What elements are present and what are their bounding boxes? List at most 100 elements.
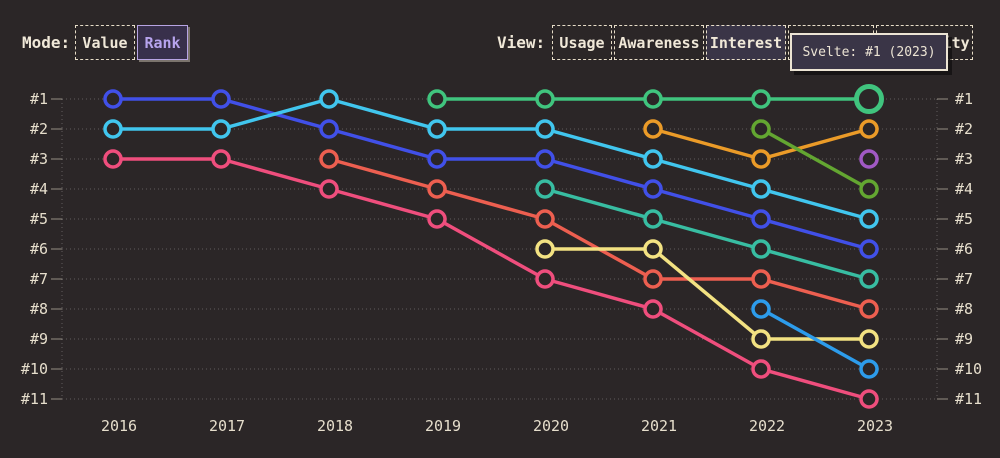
data-point-pink-2022[interactable]: [751, 359, 771, 379]
data-point-pink-2016[interactable]: [103, 149, 123, 169]
data-point-svelte-green-2020[interactable]: [535, 89, 555, 109]
data-point-orange-2022[interactable]: [751, 149, 771, 169]
data-point-svelte-green-2019[interactable]: [427, 89, 447, 109]
data-point-blue-2018[interactable]: [319, 119, 339, 139]
rank-label-left: #11: [21, 390, 48, 408]
rank-label-left: #1: [30, 90, 48, 108]
rank-label-right: #1: [955, 90, 973, 108]
rank-label-right: #4: [955, 180, 973, 198]
data-point-azure-2023[interactable]: [859, 359, 879, 379]
series-line-blue: [111, 97, 871, 251]
rank-label-left: #5: [30, 210, 48, 228]
data-point-salmon-2021[interactable]: [643, 269, 663, 289]
mode-option-value[interactable]: Value: [75, 25, 135, 60]
chart-tooltip-text: Svelte: #1 (2023): [802, 44, 936, 60]
data-point-cyan-2023[interactable]: [859, 209, 879, 229]
data-point-cyan-2017[interactable]: [211, 119, 231, 139]
data-point-salmon-2019[interactable]: [427, 179, 447, 199]
rank-label-left: #2: [30, 120, 48, 138]
mode-label: Mode:: [22, 33, 71, 52]
rank-label-right: #8: [955, 300, 973, 318]
data-point-cyan-2020[interactable]: [535, 119, 555, 139]
data-point-cyan-2018[interactable]: [319, 89, 339, 109]
data-point-yellow-2020[interactable]: [535, 239, 555, 259]
data-point-svelte-green-2023[interactable]: [854, 84, 884, 114]
mode-option-rank[interactable]: Rank: [137, 25, 188, 60]
data-point-svelte-green-2022[interactable]: [751, 89, 771, 109]
rank-label-left: #8: [30, 300, 48, 318]
data-point-orange-2023[interactable]: [859, 119, 879, 139]
year-label: 2017: [209, 417, 245, 435]
view-option-awareness[interactable]: Awareness: [614, 25, 704, 60]
data-point-cyan-2021[interactable]: [643, 149, 663, 169]
year-label: 2021: [641, 417, 677, 435]
rank-label-right: #10: [955, 360, 982, 378]
view-toggle-group: Usage Awareness Interest Positivity: [552, 25, 973, 60]
data-point-blue-2021[interactable]: [643, 179, 663, 199]
chart-tooltip: Svelte: #1 (2023): [790, 33, 948, 71]
data-point-blue-2017[interactable]: [211, 89, 231, 109]
data-point-yellow-2021[interactable]: [643, 239, 663, 259]
data-point-pink-2019[interactable]: [427, 209, 447, 229]
data-point-blue-2019[interactable]: [427, 149, 447, 169]
data-point-olive-green-2023[interactable]: [859, 179, 879, 199]
data-point-blue-2023[interactable]: [859, 239, 879, 259]
data-point-teal-2023[interactable]: [859, 269, 879, 289]
data-point-pink-2017[interactable]: [211, 149, 231, 169]
rank-label-right: #11: [955, 390, 982, 408]
data-point-cyan-2022[interactable]: [751, 179, 771, 199]
series-line-cyan: [111, 97, 871, 221]
data-point-blue-2022[interactable]: [751, 209, 771, 229]
data-point-teal-2020[interactable]: [535, 179, 555, 199]
view-option-usage[interactable]: Usage: [552, 25, 612, 60]
rank-label-left: #3: [30, 150, 48, 168]
year-label: 2019: [425, 417, 461, 435]
data-point-teal-2021[interactable]: [643, 209, 663, 229]
data-point-blue-2016[interactable]: [103, 89, 123, 109]
data-point-cyan-2016[interactable]: [103, 119, 123, 139]
rank-label-right: #6: [955, 240, 973, 258]
series-line-pink: [111, 157, 871, 401]
year-label: 2020: [533, 417, 569, 435]
data-point-salmon-2020[interactable]: [535, 209, 555, 229]
rank-label-left: #7: [30, 270, 48, 288]
data-point-olive-green-2022[interactable]: [751, 119, 771, 139]
view-label: View:: [497, 33, 546, 52]
year-label: 2023: [857, 417, 893, 435]
data-point-orange-2021[interactable]: [643, 119, 663, 139]
rank-label-right: #7: [955, 270, 973, 288]
data-point-pink-2018[interactable]: [319, 179, 339, 199]
rank-label-left: #4: [30, 180, 48, 198]
data-point-salmon-2023[interactable]: [859, 299, 879, 319]
data-point-svelte-green-2021[interactable]: [643, 89, 663, 109]
rank-label-right: #2: [955, 120, 973, 138]
series-line-teal: [543, 187, 871, 281]
rank-label-right: #9: [955, 330, 973, 348]
rank-label-left: #6: [30, 240, 48, 258]
rank-label-left: #10: [21, 360, 48, 378]
data-point-teal-2022[interactable]: [751, 239, 771, 259]
data-point-purple-2023[interactable]: [859, 149, 879, 169]
series-line-azure: [759, 307, 871, 371]
data-point-yellow-2022[interactable]: [751, 329, 771, 349]
year-label: 2018: [317, 417, 353, 435]
data-point-azure-2022[interactable]: [751, 299, 771, 319]
view-option-interest[interactable]: Interest: [706, 25, 786, 60]
mode-toggle-group: Value Rank: [75, 25, 188, 60]
rank-label-left: #9: [30, 330, 48, 348]
data-point-pink-2023[interactable]: [859, 389, 879, 409]
data-point-salmon-2022[interactable]: [751, 269, 771, 289]
year-label: 2016: [101, 417, 137, 435]
rank-label-right: #3: [955, 150, 973, 168]
data-point-salmon-2018[interactable]: [319, 149, 339, 169]
year-label: 2022: [749, 417, 785, 435]
data-point-blue-2020[interactable]: [535, 149, 555, 169]
series-line-olive-green: [759, 127, 871, 191]
rank-label-right: #5: [955, 210, 973, 228]
data-point-pink-2021[interactable]: [643, 299, 663, 319]
data-point-pink-2020[interactable]: [535, 269, 555, 289]
data-point-cyan-2019[interactable]: [427, 119, 447, 139]
data-point-yellow-2023[interactable]: [859, 329, 879, 349]
series-line-salmon: [327, 157, 871, 311]
